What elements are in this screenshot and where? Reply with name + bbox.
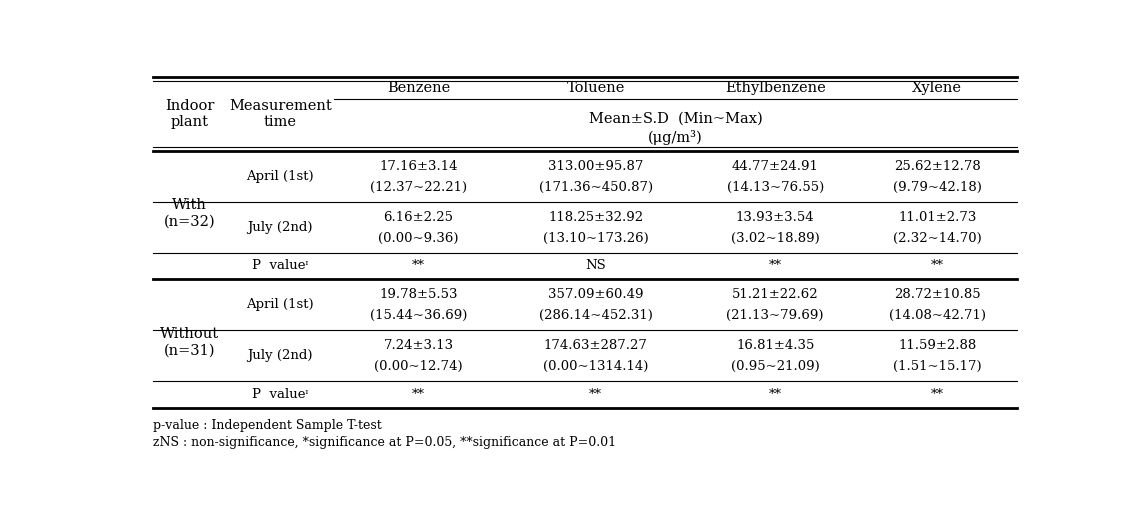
Text: (0.00~12.74): (0.00~12.74)	[374, 360, 463, 373]
Text: (15.44~36.69): (15.44~36.69)	[370, 309, 468, 323]
Text: With: With	[172, 198, 207, 212]
Text: P  valueᶦ: P valueᶦ	[251, 260, 308, 272]
Text: 11.01±2.73: 11.01±2.73	[898, 210, 976, 224]
Text: Benzene: Benzene	[387, 81, 451, 95]
Text: (171.36~450.87): (171.36~450.87)	[538, 181, 653, 194]
Text: **: **	[412, 260, 426, 272]
Text: 25.62±12.78: 25.62±12.78	[893, 160, 981, 173]
Text: 11.59±2.88: 11.59±2.88	[898, 339, 976, 352]
Text: **: **	[412, 388, 426, 401]
Text: 28.72±10.85: 28.72±10.85	[893, 288, 981, 301]
Text: (0.95~21.09): (0.95~21.09)	[731, 360, 819, 373]
Text: 174.63±287.27: 174.63±287.27	[544, 339, 648, 352]
Text: **: **	[768, 388, 782, 401]
Text: Without: Without	[160, 327, 220, 340]
Text: Indoor
plant: Indoor plant	[165, 99, 214, 129]
Text: July (2nd): July (2nd)	[248, 349, 313, 362]
Text: (21.13~79.69): (21.13~79.69)	[726, 309, 824, 323]
Text: (n=32): (n=32)	[164, 215, 215, 229]
Text: April (1st): April (1st)	[247, 170, 314, 183]
Text: 6.16±2.25: 6.16±2.25	[384, 210, 454, 224]
Text: **: **	[768, 260, 782, 272]
Text: (0.00~9.36): (0.00~9.36)	[378, 232, 459, 245]
Text: (3.02~18.89): (3.02~18.89)	[731, 232, 819, 245]
Text: 44.77±24.91: 44.77±24.91	[732, 160, 818, 173]
Text: **: **	[931, 260, 943, 272]
Text: 16.81±4.35: 16.81±4.35	[736, 339, 815, 352]
Text: 17.16±3.14: 17.16±3.14	[379, 160, 457, 173]
Text: Xylene: Xylene	[913, 81, 963, 95]
Text: (2.32~14.70): (2.32~14.70)	[893, 232, 982, 245]
Text: P  valueᶦ: P valueᶦ	[251, 388, 308, 401]
Text: (12.37~22.21): (12.37~22.21)	[370, 181, 468, 194]
Text: **: **	[589, 388, 602, 401]
Text: **: **	[931, 388, 943, 401]
Text: (13.10~173.26): (13.10~173.26)	[543, 232, 649, 245]
Text: (1.51~15.17): (1.51~15.17)	[893, 360, 981, 373]
Text: 313.00±95.87: 313.00±95.87	[549, 160, 643, 173]
Text: Ethylbenzene: Ethylbenzene	[725, 81, 825, 95]
Text: (14.08~42.71): (14.08~42.71)	[889, 309, 986, 323]
Text: 357.09±60.49: 357.09±60.49	[549, 288, 644, 301]
Text: Measurement
time: Measurement time	[229, 99, 331, 129]
Text: zNS : non-significance, *significance at P=0.05, **significance at P=0.01: zNS : non-significance, *significance at…	[152, 436, 616, 449]
Text: (9.79~42.18): (9.79~42.18)	[892, 181, 982, 194]
Text: 7.24±3.13: 7.24±3.13	[384, 339, 454, 352]
Text: April (1st): April (1st)	[247, 298, 314, 311]
Text: 118.25±32.92: 118.25±32.92	[549, 210, 643, 224]
Text: 13.93±3.54: 13.93±3.54	[736, 210, 815, 224]
Text: (n=31): (n=31)	[164, 343, 215, 358]
Text: (μg/m³): (μg/m³)	[649, 131, 703, 145]
Text: 19.78±5.53: 19.78±5.53	[379, 288, 457, 301]
Text: NS: NS	[585, 260, 607, 272]
Text: Mean±S.D  (Min~Max): Mean±S.D (Min~Max)	[588, 112, 762, 125]
Text: p-value : Independent Sample T-test: p-value : Independent Sample T-test	[152, 419, 381, 432]
Text: (14.13~76.55): (14.13~76.55)	[726, 181, 824, 194]
Text: 51.21±22.62: 51.21±22.62	[732, 288, 818, 301]
Text: July (2nd): July (2nd)	[248, 220, 313, 234]
Text: (0.00~1314.14): (0.00~1314.14)	[543, 360, 649, 373]
Text: Toluene: Toluene	[567, 81, 625, 95]
Text: (286.14~452.31): (286.14~452.31)	[539, 309, 653, 323]
